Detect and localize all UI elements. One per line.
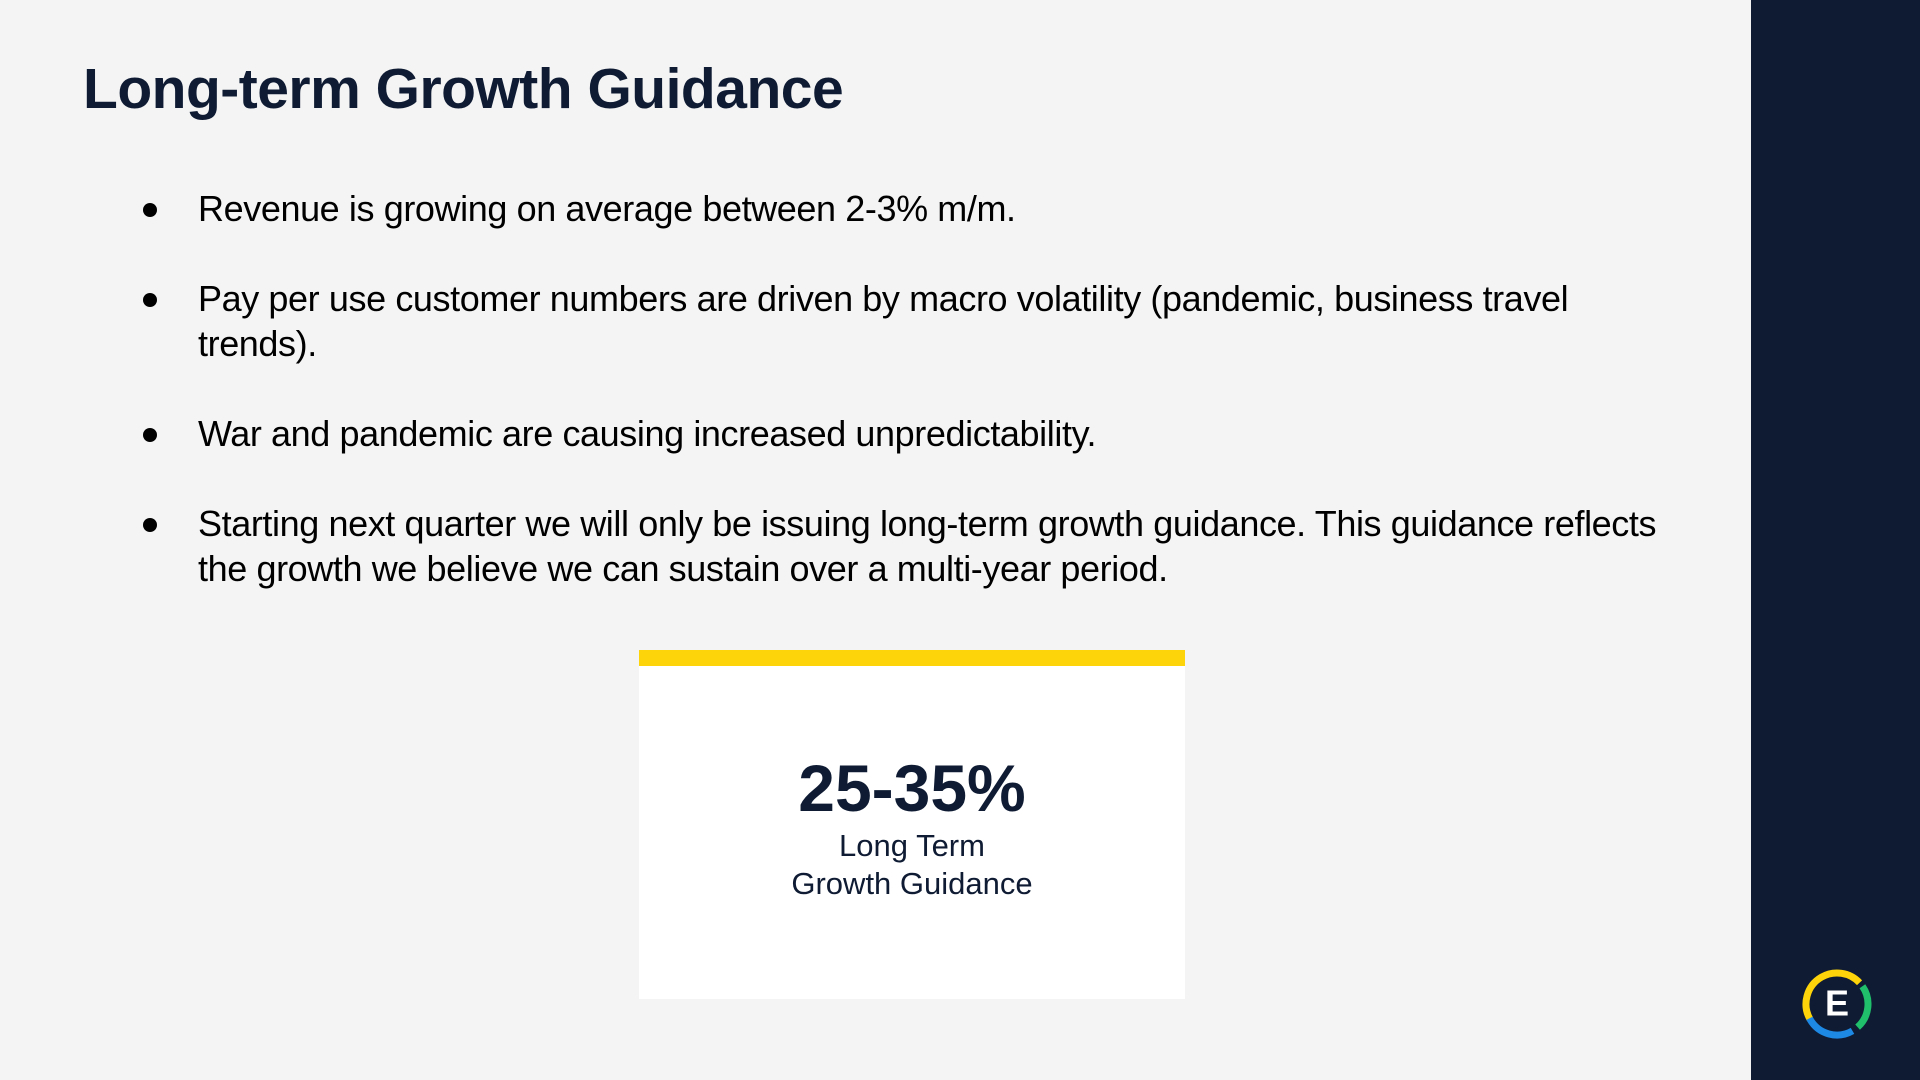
card-accent (639, 650, 1185, 666)
bullet-item: Revenue is growing on average between 2-… (143, 186, 1663, 231)
card-value: 25-35% (798, 751, 1026, 825)
title: Long-term Growth Guidance (83, 57, 844, 121)
logo-letter: E (1825, 983, 1849, 1024)
bullet-item: War and pandemic are causing increased u… (143, 411, 1663, 456)
guidance-card: 25-35% Long Term Growth Guidance (639, 650, 1185, 999)
logo: E (1802, 969, 1872, 1039)
bullet-list: Revenue is growing on average between 2-… (143, 186, 1663, 636)
sidebar (1751, 0, 1920, 1080)
card-label: Long Term Growth Guidance (791, 828, 1033, 901)
bullet-item: Starting next quarter we will only be is… (143, 501, 1663, 591)
bullet-item: Pay per use customer numbers are driven … (143, 276, 1663, 366)
